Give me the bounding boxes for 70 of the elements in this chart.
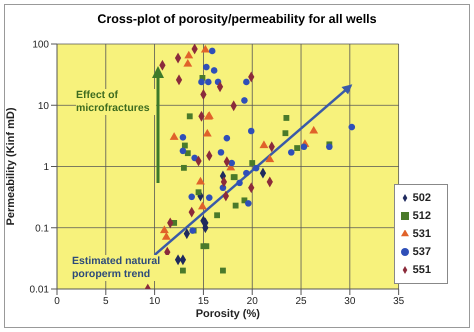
y-tick-label: 0.1: [35, 223, 50, 234]
point: [283, 115, 290, 121]
point: [160, 225, 169, 234]
point: [183, 58, 192, 67]
point: [224, 134, 230, 142]
point: [180, 268, 186, 274]
chart-title: Cross-plot of porosity/permeability for all wells: [96, 12, 378, 26]
point: [265, 154, 274, 162]
point: [206, 194, 213, 201]
point: [182, 142, 188, 148]
point: [184, 50, 194, 58]
point: [294, 145, 300, 151]
point: [205, 78, 212, 86]
point: [220, 268, 226, 274]
x-tick-label: 20: [246, 296, 258, 308]
y-tick-label: 0.01: [30, 284, 50, 296]
point: [249, 160, 256, 166]
point: [198, 78, 205, 86]
x-tick-label: 5: [103, 296, 110, 308]
point: [203, 243, 210, 250]
point: [232, 202, 239, 209]
x-tick-label: 10: [149, 296, 161, 308]
point: [202, 128, 212, 137]
x-tick-label: 30: [344, 296, 356, 308]
point: [245, 200, 252, 207]
x-tick-label: 15: [198, 296, 210, 308]
point: [196, 189, 202, 196]
point: [300, 143, 308, 150]
point: [162, 232, 171, 240]
point: [241, 97, 248, 104]
point: [243, 78, 250, 86]
point: [288, 149, 295, 156]
x-tick-label: 0: [54, 296, 60, 308]
point: [218, 149, 224, 156]
point: [252, 164, 260, 172]
annotation: Estimated natural poroperm trend: [72, 255, 172, 281]
point: [214, 212, 220, 218]
point: [282, 130, 288, 136]
y-tick-label: 100: [32, 40, 50, 51]
point: [180, 164, 187, 171]
point: [170, 132, 179, 140]
point: [348, 124, 356, 130]
legend-label: 551: [412, 264, 431, 276]
point: [243, 170, 250, 176]
legend-label: 531: [412, 228, 431, 240]
point: [326, 143, 333, 150]
y-tick-label: 1: [43, 162, 50, 174]
point: [196, 176, 205, 184]
point: [228, 160, 236, 166]
point: [203, 64, 210, 70]
point: [180, 148, 186, 154]
legend-label: 537: [412, 246, 431, 258]
point: [198, 202, 207, 210]
x-tick-label: 25: [295, 296, 308, 308]
x-axis-title: Porosity (%): [196, 308, 260, 320]
x-tick-label: 35: [393, 296, 405, 308]
annotation: Effect of microfractures: [76, 89, 156, 115]
point: [248, 128, 255, 134]
y-axis-title: Permeability (Kinf mD): [4, 107, 17, 226]
point: [260, 140, 268, 148]
y-tick-label: 10: [38, 100, 50, 112]
legend-label: 502: [412, 192, 431, 204]
point: [188, 194, 195, 200]
legend-label: 512: [412, 210, 431, 222]
point: [309, 126, 318, 134]
point: [200, 44, 210, 52]
point: [208, 48, 216, 54]
point: [210, 67, 218, 74]
point: [180, 134, 186, 141]
point: [236, 180, 243, 186]
